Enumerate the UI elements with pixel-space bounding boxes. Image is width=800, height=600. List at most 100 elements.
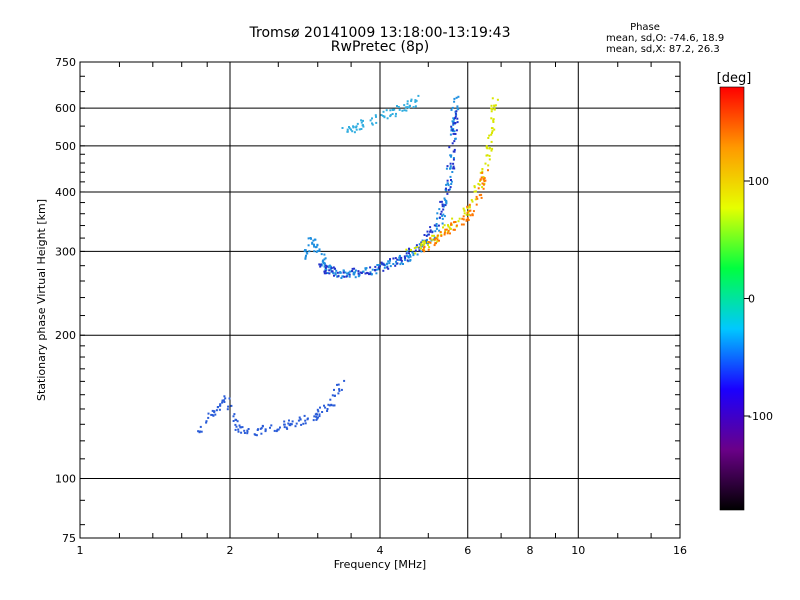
data-point [371,122,373,125]
data-point [403,255,406,258]
data-point [426,233,429,236]
data-point [449,162,452,165]
data-point [449,167,452,170]
data-point [490,133,493,136]
data-point [442,213,445,216]
data-point [418,243,421,246]
data-point [406,250,409,253]
data-point [352,271,355,274]
data-point [326,265,328,268]
data-point [446,192,449,195]
data-point [420,250,423,253]
data-point [406,102,409,105]
data-point [423,245,426,248]
data-point [324,264,327,267]
data-point [289,424,292,427]
data-point [447,189,450,191]
data-point [331,394,334,397]
data-point [455,96,458,99]
data-point [324,257,327,260]
chart-subtitle: RwPretec (8p) [330,39,430,55]
data-point [477,187,480,190]
data-point [323,265,326,268]
data-point [314,246,317,249]
data-point [490,117,493,120]
data-point [443,197,446,200]
data-point [481,171,484,174]
data-point [490,104,493,107]
data-point [433,238,436,241]
data-point [224,397,227,400]
data-point [364,267,367,270]
data-point [453,118,455,121]
data-point [334,273,337,276]
data-point [451,217,454,220]
data-point [463,212,466,215]
data-point [448,226,451,229]
data-point [283,420,286,423]
data-point [408,106,410,109]
data-point [449,165,452,168]
data-point [357,270,360,273]
data-point [232,415,235,418]
data-point [462,215,465,218]
data-point [385,263,388,266]
data-point [316,417,319,420]
data-point [449,133,452,136]
y-tick-labels: 75 100 200 300 400 500 600 750 [55,56,76,545]
data-point [482,187,485,190]
data-point [387,267,390,270]
data-point [341,127,344,129]
x-tick-label: 2 [227,544,234,557]
data-point [219,403,222,406]
data-point [348,127,351,130]
data-point [317,416,319,419]
data-point [490,127,493,130]
data-point [362,125,365,128]
data-point [405,252,408,255]
data-point [440,210,443,213]
data-point [321,411,324,413]
data-point [318,263,321,266]
data-point [211,409,214,412]
data-point [323,404,325,407]
data-point [199,425,202,428]
data-point [446,232,449,235]
data-point [324,406,327,409]
data-point [330,267,333,270]
data-point [421,248,424,251]
data-point [488,147,491,150]
data-point [398,108,401,111]
data-point [452,162,455,165]
data-point [297,419,300,422]
data-point [348,273,351,276]
data-point [417,94,420,97]
data-point [197,430,200,433]
data-point [323,272,326,275]
data-point [454,117,456,120]
data-point [308,250,311,253]
data-point [347,271,350,274]
data-point [399,263,402,266]
data-point [488,158,491,161]
data-point [328,269,331,272]
data-point [344,271,347,274]
data-point [420,244,423,247]
data-point [306,418,309,421]
data-point [337,392,340,395]
data-point [362,270,365,273]
data-point [456,117,459,120]
data-point [360,121,363,124]
x-tick-label: 8 [527,544,534,557]
data-point [490,149,493,152]
data-point [453,100,456,103]
data-point [431,234,434,237]
data-point [452,123,455,126]
data-point [389,259,391,262]
data-point [448,188,451,191]
data-point [449,232,451,235]
data-point [355,128,358,131]
data-point [407,256,410,259]
x-tick-label: 6 [464,544,471,557]
x-tick-label: 16 [673,544,687,557]
